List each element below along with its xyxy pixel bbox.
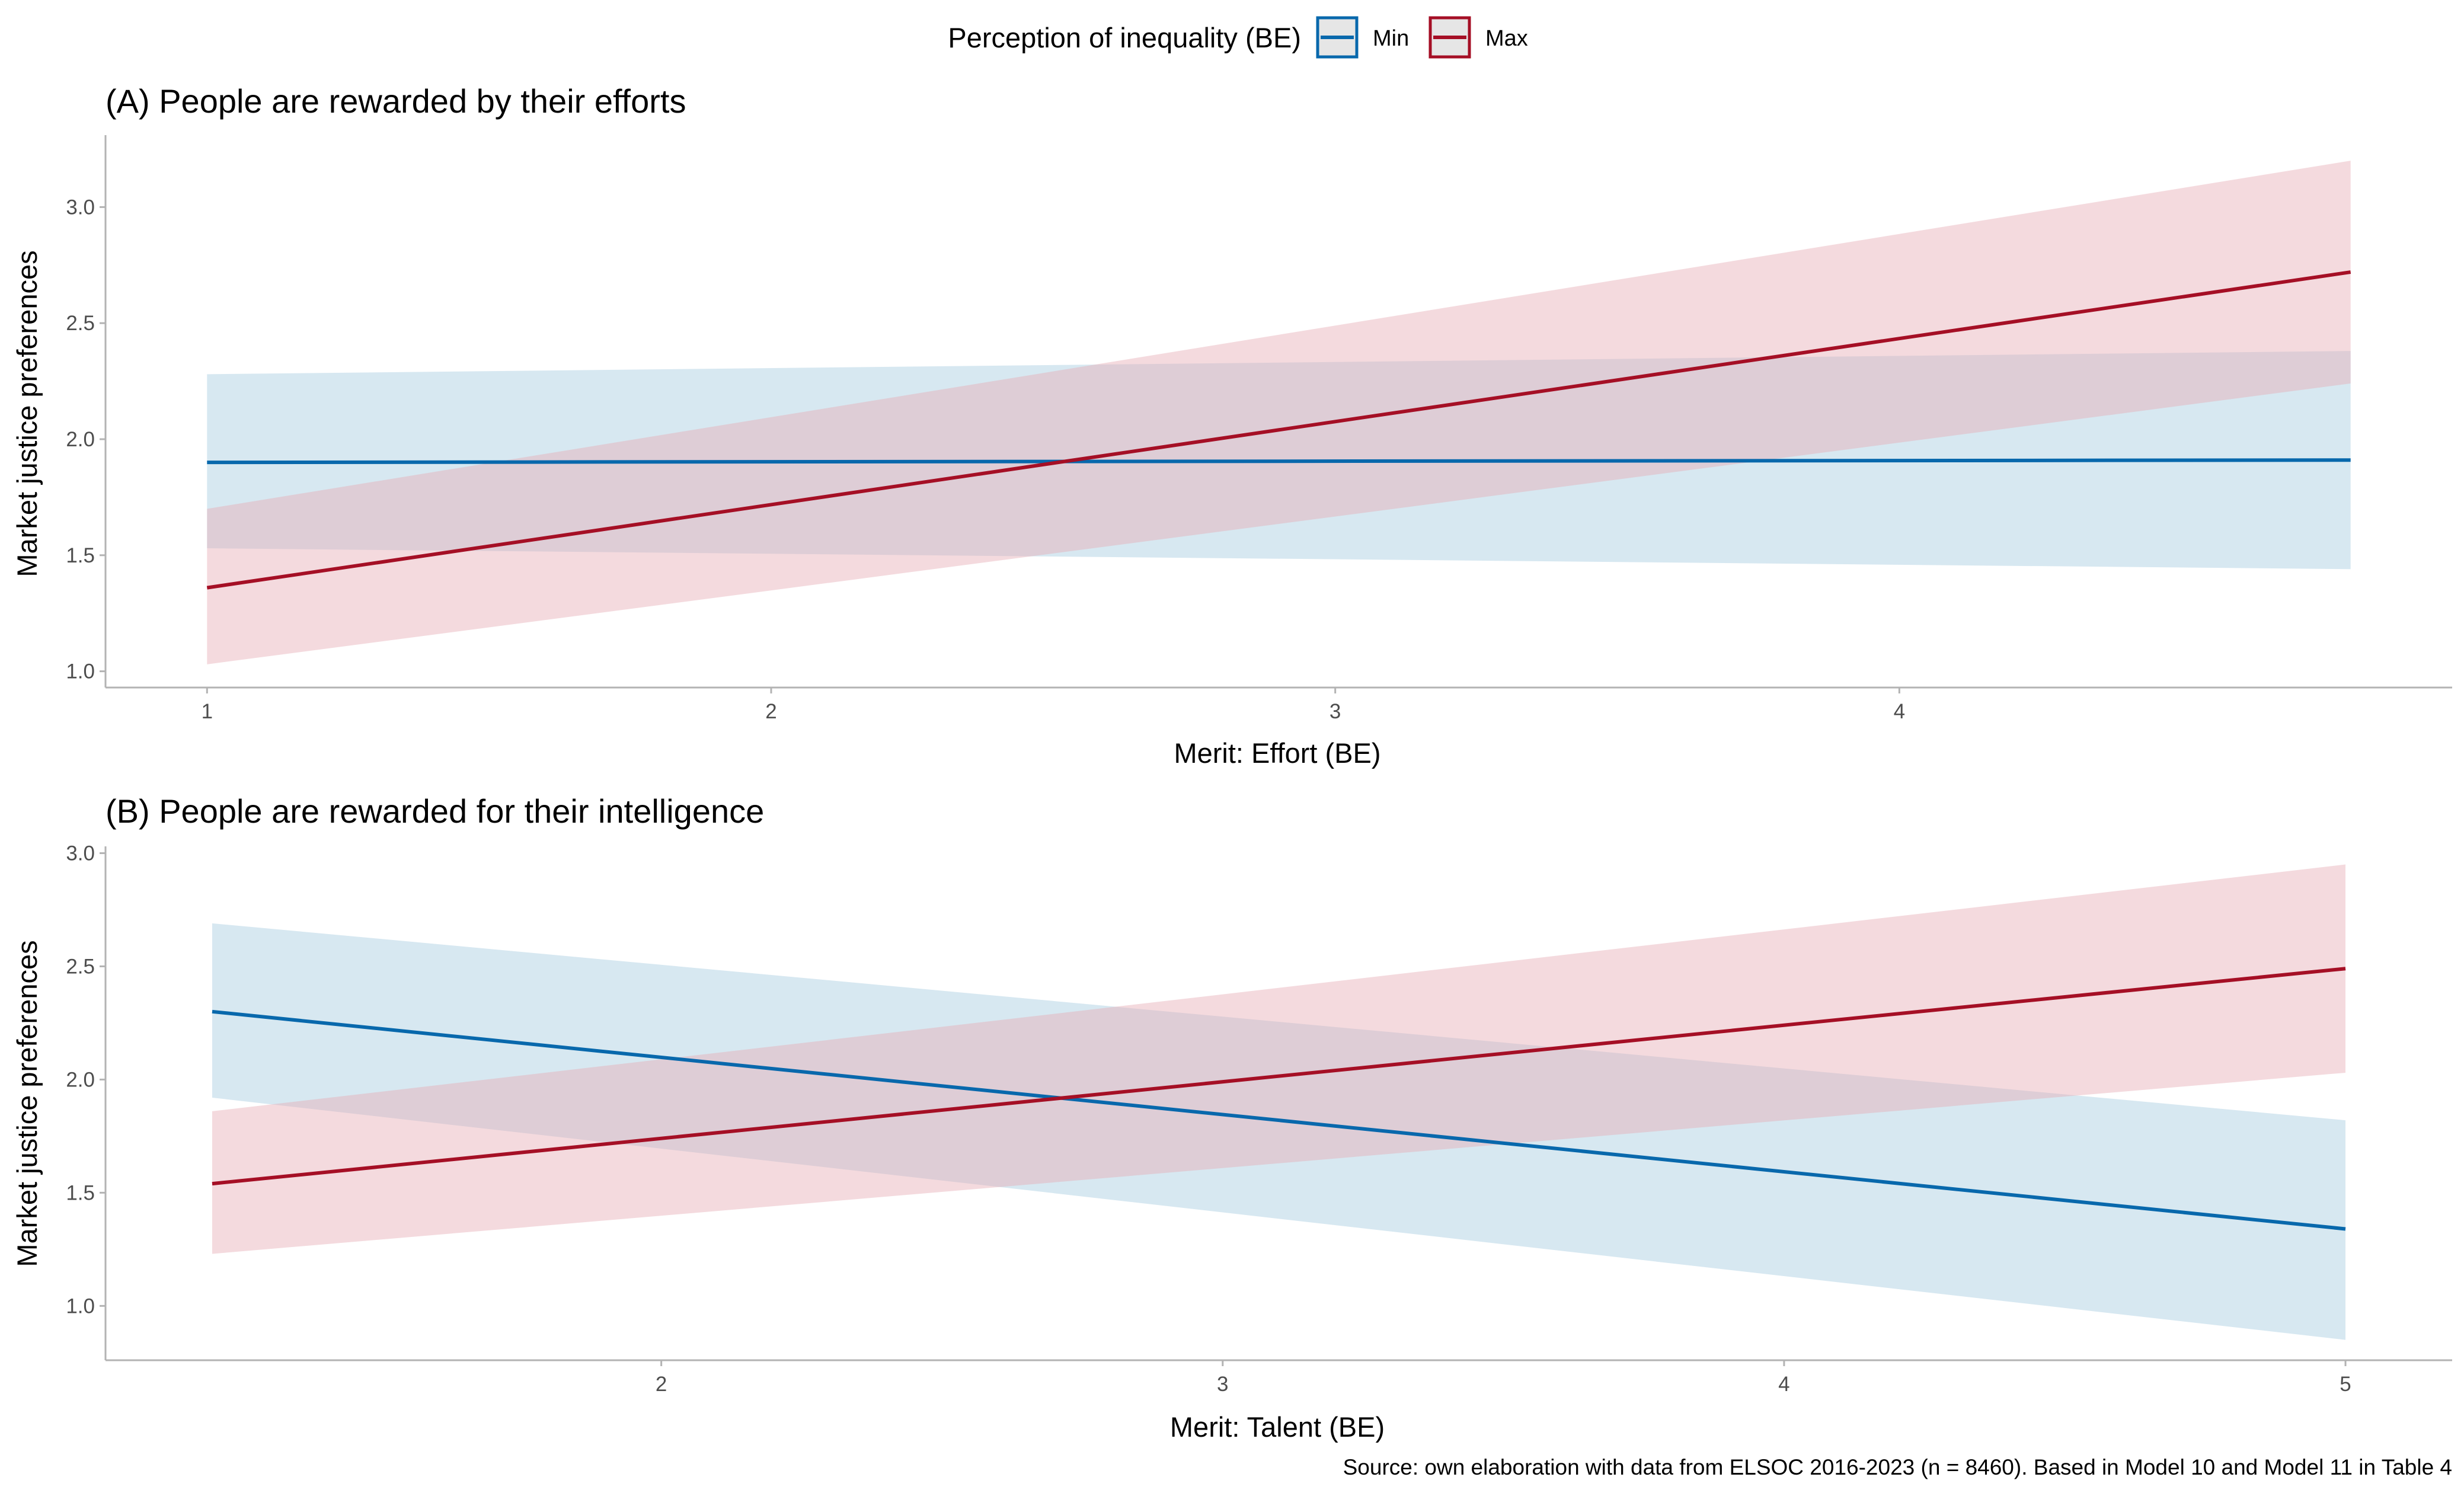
panel-a-x-tick-label: 2 bbox=[765, 700, 776, 723]
legend-item-min: Min bbox=[1316, 16, 1409, 59]
panel-a-x-tick-label: 1 bbox=[202, 700, 213, 723]
panel-a-y-tick-label: 1.0 bbox=[66, 660, 95, 683]
panel-a-x-tick-label: 4 bbox=[1894, 700, 1905, 723]
legend-item-max: Max bbox=[1428, 16, 1528, 59]
panel-a-y-tick-label: 3.0 bbox=[66, 196, 95, 219]
legend-title: Perception of inequality (BE) bbox=[948, 22, 1301, 53]
panel-b-x-tick-label: 3 bbox=[1217, 1373, 1228, 1396]
panel-a-plot-area: 1.0 1.5 2.0 2.5 3.0 1 2 3 4 bbox=[66, 135, 2452, 723]
panel-b-y-tick-label: 1.0 bbox=[66, 1294, 95, 1318]
panel-b: (B) People are rewarded for their intell… bbox=[11, 792, 2452, 1443]
legend-label-min: Min bbox=[1373, 26, 1409, 51]
panel-a-y-tick-label: 2.0 bbox=[66, 428, 95, 451]
panel-b-y-tick-label: 2.0 bbox=[66, 1068, 95, 1091]
panel-b-x-tick-label: 2 bbox=[656, 1373, 667, 1396]
legend: Perception of inequality (BE) Min Max bbox=[948, 16, 1528, 59]
panel-a-series-line-min bbox=[207, 458, 2351, 465]
panel-a-y-tick-label: 1.5 bbox=[66, 544, 95, 567]
panel-a-ci-band-max bbox=[207, 161, 2351, 664]
panel-a-title: (A) People are rewarded by their efforts bbox=[106, 82, 686, 120]
panel-b-y-axis-title: Market justice preferences bbox=[11, 940, 43, 1267]
panel-b-series-line-min bbox=[212, 1009, 2346, 1231]
panel-a-series-line-max bbox=[206, 270, 2351, 590]
panel-b-x-axis-title: Merit: Talent (BE) bbox=[1170, 1411, 1385, 1443]
panel-b-ci-band-max bbox=[212, 864, 2346, 1254]
panel-b-x-tick-label: 4 bbox=[1778, 1373, 1789, 1396]
panel-a-x-tick-label: 3 bbox=[1330, 700, 1341, 723]
panel-b-y-tick-label: 2.5 bbox=[66, 955, 95, 978]
panel-a-y-tick-label: 2.5 bbox=[66, 312, 95, 335]
panel-b-series-line-max bbox=[212, 967, 2346, 1186]
panel-b-y-tick-label: 3.0 bbox=[66, 842, 95, 865]
panel-a: (A) People are rewarded by their efforts… bbox=[11, 82, 2452, 769]
panel-b-y-tick-label: 1.5 bbox=[66, 1181, 95, 1204]
panel-b-x-tick-label: 5 bbox=[2340, 1373, 2351, 1396]
panel-b-title: (B) People are rewarded for their intell… bbox=[106, 792, 764, 830]
panel-b-plot-area: 1.0 1.5 2.0 2.5 3.0 2 3 4 5 bbox=[66, 842, 2452, 1396]
panel-a-x-axis-title: Merit: Effort (BE) bbox=[1174, 737, 1380, 769]
source-caption: Source: own elaboration with data from E… bbox=[1343, 1455, 2452, 1479]
panel-a-y-axis-title: Market justice preferences bbox=[11, 250, 43, 577]
legend-label-max: Max bbox=[1485, 26, 1528, 51]
panel-b-ci-band-min bbox=[212, 923, 2346, 1340]
